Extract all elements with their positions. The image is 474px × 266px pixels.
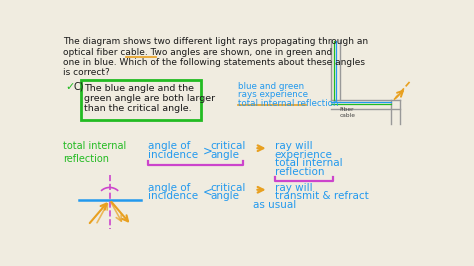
Text: total internal reflection: total internal reflection [237,99,338,108]
Text: <: < [202,186,212,199]
Text: critical: critical [210,141,246,151]
Text: optical fiber cable. Two angles are shown, one in green and: optical fiber cable. Two angles are show… [63,48,332,57]
Text: one in blue. Which of the following statements about these angles: one in blue. Which of the following stat… [63,58,365,67]
Text: incidence: incidence [148,150,199,160]
Text: reflection: reflection [275,167,324,177]
Text: ray will: ray will [275,183,312,193]
Text: rays experience: rays experience [237,90,308,99]
Text: total internal: total internal [275,158,342,168]
Text: angle: angle [210,150,239,160]
Text: is correct?: is correct? [63,69,110,77]
Text: experience: experience [275,150,333,160]
Text: angle of: angle of [148,183,191,193]
Text: Fiber
cable: Fiber cable [340,107,356,118]
Text: incidence: incidence [148,191,199,201]
Text: than the critical angle.: than the critical angle. [84,103,191,113]
Text: angle: angle [210,191,239,201]
Text: critical: critical [210,183,246,193]
Text: ray will: ray will [275,141,312,151]
FancyBboxPatch shape [81,80,201,120]
Text: green angle are both larger: green angle are both larger [84,94,215,102]
Text: as usual: as usual [253,200,296,210]
Text: C): C) [73,82,84,92]
Text: angle of: angle of [148,141,191,151]
Text: The blue angle and the: The blue angle and the [84,84,194,93]
Text: >: > [202,144,212,157]
Text: blue and green: blue and green [237,82,304,91]
Text: transmit & refract: transmit & refract [275,191,368,201]
Text: total internal
reflection: total internal reflection [63,141,127,164]
Text: ✓: ✓ [65,82,75,92]
Text: The diagram shows two different light rays propagating through an: The diagram shows two different light ra… [63,37,368,46]
